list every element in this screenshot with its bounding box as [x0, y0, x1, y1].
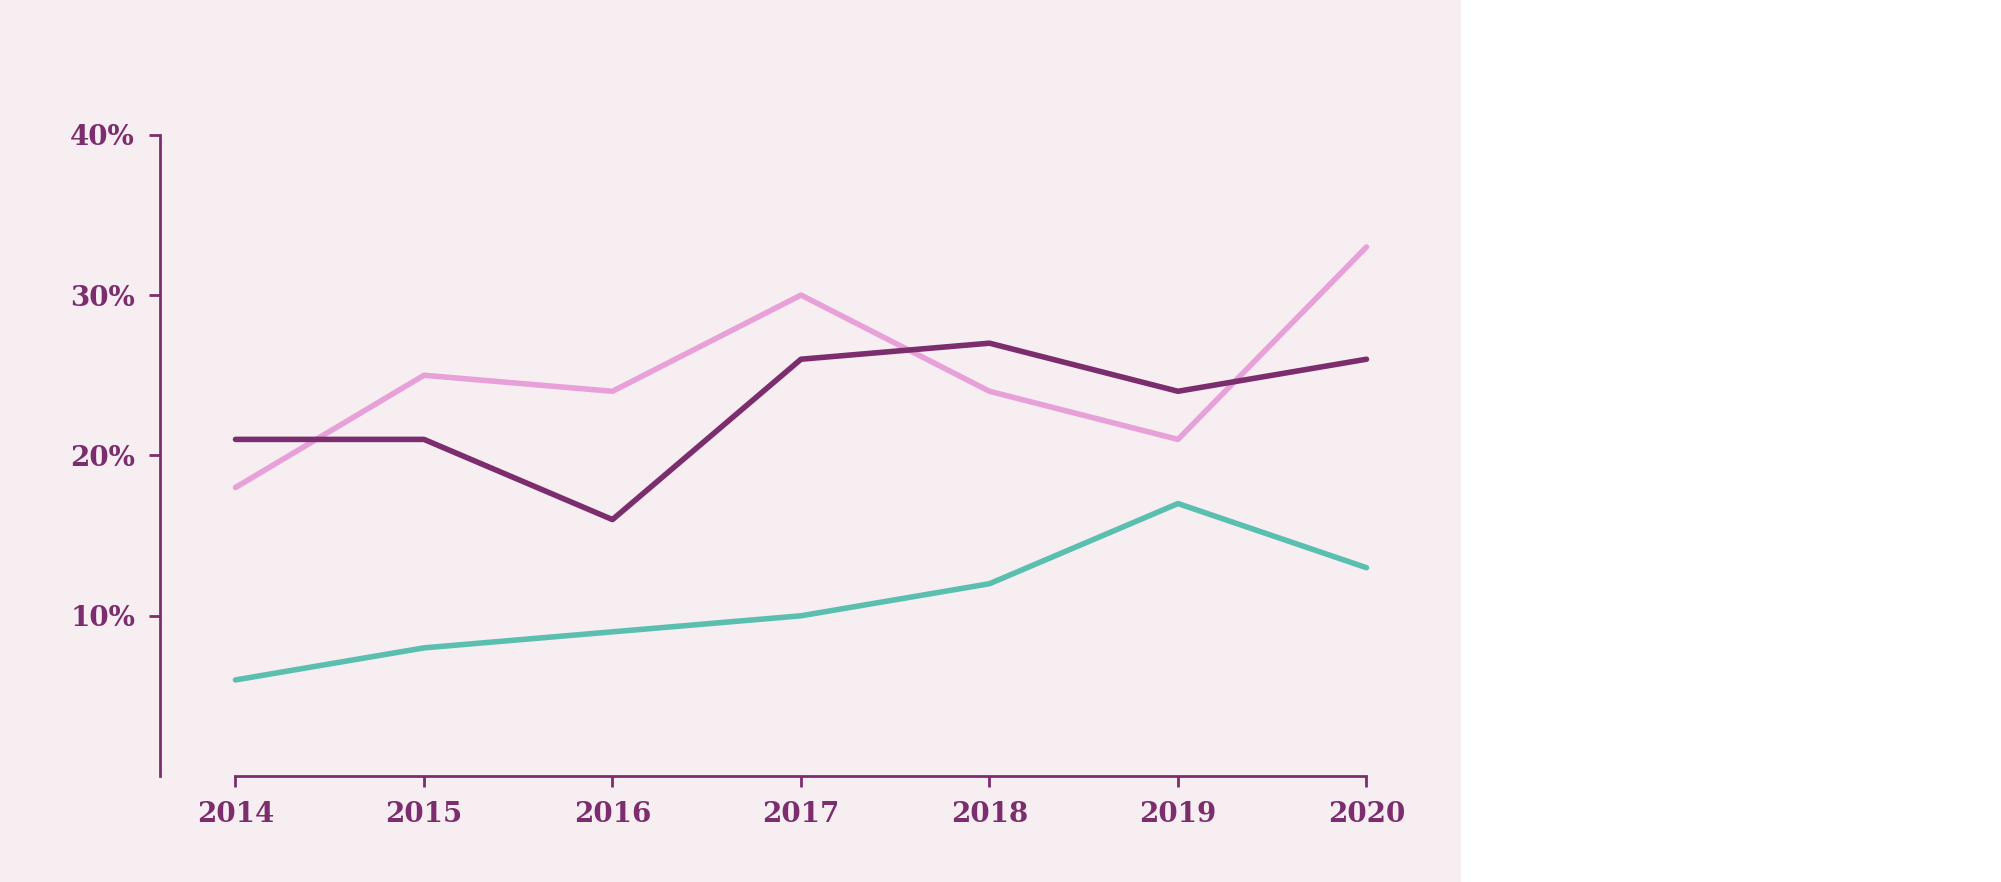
Legend: Hardware
failure, Human
error, Cyber
attack: Hardware failure, Human error, Cyber att… — [1525, 82, 1713, 309]
